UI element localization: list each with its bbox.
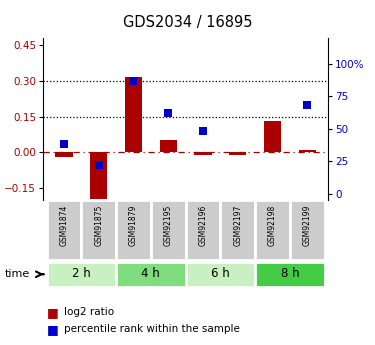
- Bar: [220, 200, 255, 260]
- Text: percentile rank within the sample: percentile rank within the sample: [64, 325, 240, 334]
- Text: GSM92198: GSM92198: [268, 205, 277, 246]
- Text: 8 h: 8 h: [280, 267, 299, 280]
- Text: ■: ■: [47, 323, 58, 336]
- Text: GSM91874: GSM91874: [60, 205, 69, 246]
- Text: GSM92195: GSM92195: [164, 205, 173, 246]
- Bar: [229, 152, 246, 155]
- Bar: [46, 200, 81, 260]
- Bar: [298, 150, 316, 152]
- Text: GSM92196: GSM92196: [198, 205, 207, 246]
- Bar: [151, 200, 186, 260]
- Text: GSM92199: GSM92199: [303, 205, 312, 246]
- Bar: [186, 262, 255, 287]
- Text: GDS2034 / 16895: GDS2034 / 16895: [123, 15, 252, 30]
- Text: GSM91879: GSM91879: [129, 205, 138, 246]
- Bar: [116, 200, 151, 260]
- Text: 2 h: 2 h: [72, 267, 91, 280]
- Bar: [264, 121, 281, 152]
- Bar: [55, 152, 73, 157]
- Bar: [194, 152, 212, 155]
- Bar: [46, 262, 116, 287]
- Bar: [255, 200, 290, 260]
- Bar: [81, 200, 116, 260]
- Bar: [116, 262, 186, 287]
- Text: GSM92197: GSM92197: [233, 205, 242, 246]
- Text: 4 h: 4 h: [141, 267, 160, 280]
- Bar: [159, 140, 177, 152]
- Text: 6 h: 6 h: [211, 267, 230, 280]
- Bar: [125, 77, 142, 152]
- Text: time: time: [4, 269, 30, 279]
- Bar: [90, 152, 107, 199]
- Text: log2 ratio: log2 ratio: [64, 307, 114, 317]
- Bar: [186, 200, 220, 260]
- Text: GSM91875: GSM91875: [94, 205, 103, 246]
- Bar: [290, 200, 325, 260]
- Text: ■: ■: [47, 306, 58, 319]
- Bar: [255, 262, 325, 287]
